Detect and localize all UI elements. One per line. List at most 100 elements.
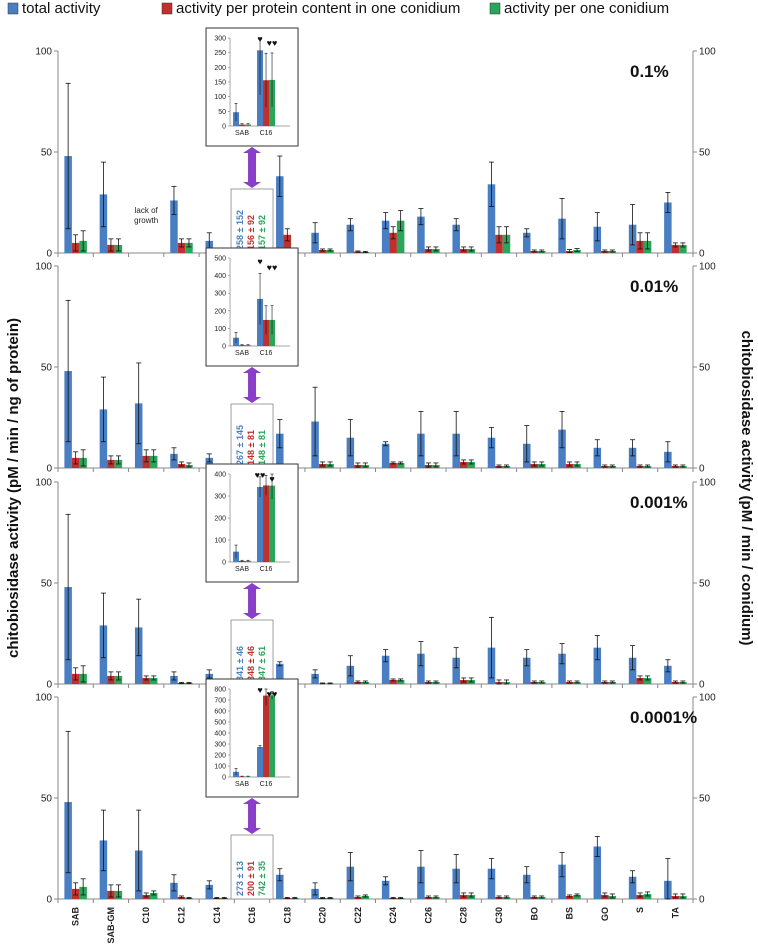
inset-bar bbox=[257, 486, 264, 562]
bar-C24-1 bbox=[389, 462, 397, 468]
axis-titles: chitobiosidase activity (pM / min / ng o… bbox=[5, 318, 755, 658]
inset-y-tick-label: 200 bbox=[214, 65, 226, 72]
y-tick-label-left: 50 bbox=[41, 363, 53, 374]
y-tick-label-right: 0 bbox=[699, 895, 705, 906]
bar-C30-1 bbox=[495, 234, 503, 253]
c16-values-box bbox=[230, 619, 274, 685]
bar-BS-0 bbox=[558, 653, 566, 684]
bar-C24-1 bbox=[389, 679, 397, 684]
c16-value-1: 148 ± 81 bbox=[246, 430, 256, 465]
y-tick-label-right: 0 bbox=[699, 464, 705, 475]
bar-C24-0 bbox=[381, 220, 390, 253]
bar-C28-1 bbox=[459, 461, 468, 468]
c16-value-2: 157 ± 92 bbox=[257, 215, 267, 250]
inset-y-tick-label: 500 bbox=[214, 720, 226, 727]
y-tick-label-right: 0 bbox=[699, 249, 705, 260]
concentration-label: 0.0001% bbox=[630, 708, 697, 727]
inset-category-label: C16 bbox=[260, 130, 273, 137]
bar-C14-0 bbox=[205, 884, 213, 899]
inset-y-tick-label: 250 bbox=[214, 50, 226, 57]
bar-C18-0 bbox=[276, 433, 284, 468]
y-tick-label-left: 100 bbox=[35, 693, 52, 704]
category-label-BO: BO bbox=[529, 907, 539, 921]
category-label-C20: C20 bbox=[318, 907, 328, 924]
inset-y-tick-label: 0 bbox=[222, 560, 226, 567]
category-label-C24: C24 bbox=[388, 907, 398, 924]
c16-value-0: 273 ± 13 bbox=[235, 861, 245, 896]
category-label-C22: C22 bbox=[353, 907, 363, 924]
c16-value-1: 348 ± 46 bbox=[246, 646, 256, 681]
category-label-BS: BS bbox=[565, 907, 575, 920]
inset-y-tick-label: 200 bbox=[214, 753, 226, 760]
inset-category-label: SAB bbox=[235, 566, 249, 573]
bar-BO-0 bbox=[523, 874, 531, 899]
bar-C14-0 bbox=[205, 457, 213, 468]
bar-GO-0 bbox=[593, 647, 602, 684]
bar-C24-0 bbox=[381, 655, 390, 684]
bar-BS-0 bbox=[558, 429, 566, 468]
c16-value-2: 742 ± 35 bbox=[257, 861, 267, 896]
inset-y-tick-label: 200 bbox=[214, 308, 226, 315]
bar-BO-0 bbox=[523, 232, 531, 253]
bar-TA-0 bbox=[664, 202, 672, 253]
inset-category-label: SAB bbox=[235, 130, 249, 137]
c16-connector-arrow bbox=[243, 583, 262, 619]
bar-C30-0 bbox=[487, 868, 496, 899]
legend: total activity activity per protein conte… bbox=[7, 0, 669, 17]
bar-BS-0 bbox=[558, 864, 566, 899]
inset-frame bbox=[205, 463, 299, 583]
inset-y-tick-label: 400 bbox=[214, 731, 226, 738]
bar-C20-2 bbox=[326, 249, 334, 253]
significance-marker: ♥♥ bbox=[267, 38, 278, 48]
inset-category-label: C16 bbox=[260, 350, 273, 357]
bar-C30-0 bbox=[487, 437, 496, 468]
y-tick-label-left: 100 bbox=[35, 478, 52, 489]
bar-GO-0 bbox=[593, 846, 602, 899]
bar-C12-0 bbox=[170, 453, 178, 468]
y-tick-label-right: 0 bbox=[699, 680, 705, 691]
y-tick-label-left: 0 bbox=[46, 464, 52, 475]
bar-TA-1 bbox=[671, 244, 680, 253]
bar-C18-0 bbox=[276, 874, 284, 899]
y-tick-label-right: 100 bbox=[699, 47, 716, 58]
category-label-TA: TA bbox=[670, 907, 680, 919]
significance-marker: ♥♥ bbox=[267, 689, 278, 699]
inset-y-tick-label: 100 bbox=[214, 764, 226, 771]
inset-category-label: SAB bbox=[235, 781, 249, 788]
c16-value-2: 347 ± 61 bbox=[257, 646, 267, 681]
legend-label-1: activity per protein content in one coni… bbox=[176, 0, 460, 17]
c16-values-box bbox=[230, 834, 274, 900]
c16-value-0: 341 ± 46 bbox=[235, 646, 245, 681]
inset-bar bbox=[263, 695, 270, 777]
bar-C30-0 bbox=[487, 184, 496, 253]
bar-S-2 bbox=[643, 677, 652, 684]
inset-y-tick-label: 0 bbox=[222, 775, 226, 782]
inset-y-tick-label: 600 bbox=[214, 709, 226, 716]
y-tick-label-right: 50 bbox=[699, 363, 711, 374]
inset-category-label: C16 bbox=[260, 781, 273, 788]
bar-S-1 bbox=[636, 677, 644, 684]
bar-C24-1 bbox=[389, 232, 397, 253]
y-tick-label-right: 50 bbox=[699, 148, 711, 159]
concentration-label: 0.001% bbox=[630, 493, 688, 512]
bar-C28-2 bbox=[467, 461, 475, 468]
inset-y-tick-label: 100 bbox=[214, 94, 226, 101]
category-label-C14: C14 bbox=[212, 907, 222, 924]
bar-C24-2 bbox=[396, 220, 405, 253]
c16-connector-arrow bbox=[243, 367, 262, 403]
note-lack-of-growth: lack of bbox=[135, 206, 159, 215]
y-tick-label-right: 100 bbox=[699, 693, 716, 704]
legend-swatch-2 bbox=[489, 2, 501, 15]
bar-C20-0 bbox=[311, 673, 319, 684]
y-tick-label-left: 0 bbox=[46, 249, 52, 260]
bar-C28-0 bbox=[452, 224, 460, 253]
category-label-SAB: SAB bbox=[71, 907, 81, 927]
inset-y-tick-label: 0 bbox=[222, 344, 226, 351]
c16-values-box bbox=[230, 188, 274, 254]
c16-connector-arrow bbox=[243, 147, 262, 188]
bar-C18-1 bbox=[283, 234, 292, 253]
bar-C12-0 bbox=[170, 200, 178, 253]
inset-category-label: SAB bbox=[235, 350, 249, 357]
